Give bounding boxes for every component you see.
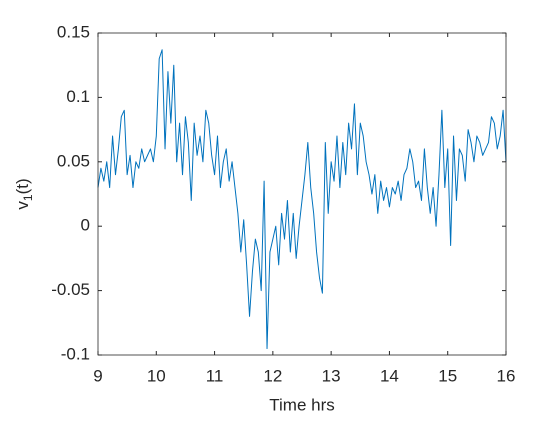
x-tick-label: 9 xyxy=(93,366,102,385)
y-tick-label: 0.15 xyxy=(57,22,90,41)
y-axis-label: v1(t) xyxy=(13,178,35,209)
x-tick-label: 14 xyxy=(380,366,399,385)
x-tick-label: 11 xyxy=(206,366,224,385)
x-tick-label: 12 xyxy=(263,366,282,385)
y-label-base: v xyxy=(13,201,32,210)
data-line xyxy=(97,49,507,350)
x-tick-label: 16 xyxy=(497,366,516,385)
y-tick-label: 0.05 xyxy=(57,151,90,170)
y-tick-label: -0.1 xyxy=(61,344,90,363)
x-axis-label: Time hrs xyxy=(269,395,335,414)
y-tick-label: -0.05 xyxy=(51,280,90,299)
x-tick-label: 15 xyxy=(438,366,457,385)
x-tick-label: 10 xyxy=(147,366,166,385)
axes-box xyxy=(97,32,507,356)
y-label-rest: (t) xyxy=(13,178,32,194)
y-label-sub: 1 xyxy=(21,194,35,201)
y-tick-label: 0.1 xyxy=(66,87,90,106)
y-tick-label: 0 xyxy=(81,216,90,235)
x-tick-label: 13 xyxy=(322,366,341,385)
